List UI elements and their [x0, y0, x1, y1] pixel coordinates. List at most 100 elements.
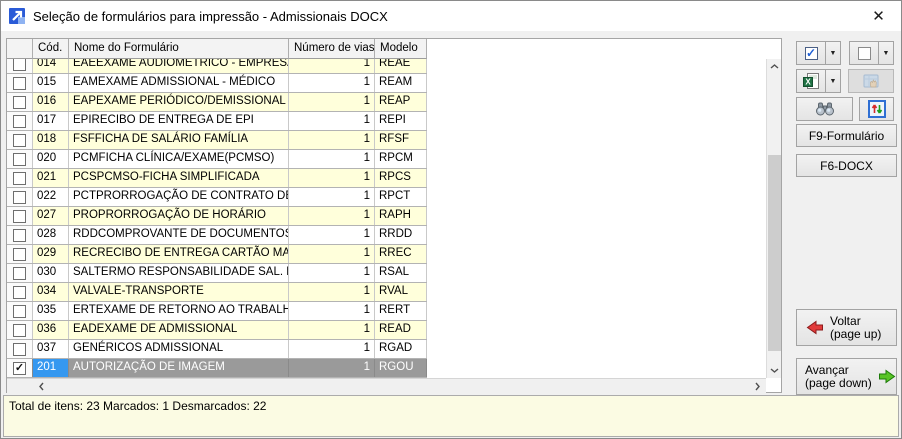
row-checkbox[interactable] [13, 323, 26, 337]
table-row[interactable]: 029 RECRECIBO DE ENTREGA CARTÃO MAGN 1 R… [7, 245, 427, 264]
cell-cod: 028 [33, 226, 69, 244]
row-checkbox[interactable] [13, 133, 26, 147]
row-checkbox-cell[interactable] [7, 340, 33, 358]
cell-modelo: RPCS [375, 169, 427, 187]
row-checkbox[interactable] [13, 95, 26, 109]
scroll-down-button[interactable] [767, 363, 782, 378]
search-button[interactable] [796, 97, 853, 121]
scroll-up-button[interactable] [767, 59, 782, 74]
table-row[interactable]: 022 PCTPRORROGAÇÃO DE CONTRATO DE TR 1 R… [7, 188, 427, 207]
row-checkbox[interactable] [13, 59, 26, 71]
row-checkbox-cell[interactable] [7, 59, 33, 73]
table-row[interactable]: 015 EAMEXAME ADMISSIONAL - MÉDICO 1 REAM [7, 74, 427, 93]
f9-formulario-button[interactable]: F9-Formulário [796, 124, 897, 147]
cell-vias: 1 [289, 188, 375, 206]
row-checkbox-cell[interactable] [7, 150, 33, 168]
header-nome[interactable]: Nome do Formulário [69, 39, 289, 59]
row-checkbox[interactable] [13, 209, 26, 223]
table-row[interactable]: 021 PCSPCMSO-FICHA SIMPLIFICADA 1 RPCS [7, 169, 427, 188]
f6-docx-button[interactable]: F6-DOCX [796, 154, 897, 177]
cell-modelo: REAE [375, 59, 427, 73]
cell-modelo: RGOU [375, 359, 427, 377]
check-all-dropdown-button[interactable]: ▼ [825, 41, 841, 65]
row-checkbox[interactable] [13, 247, 26, 261]
row-checkbox-cell[interactable] [7, 302, 33, 320]
sort-order-button[interactable] [859, 97, 894, 121]
table-row[interactable]: 034 VALVALE-TRANSPORTE 1 RVAL [7, 283, 427, 302]
row-checkbox[interactable] [13, 76, 26, 90]
cell-nome: EAMEXAME ADMISSIONAL - MÉDICO [69, 74, 289, 92]
cell-cod: 016 [33, 93, 69, 111]
row-checkbox-cell[interactable]: ✓ [7, 359, 33, 377]
row-checkbox[interactable] [13, 266, 26, 280]
cell-nome: ERTEXAME DE RETORNO AO TRABALHO [69, 302, 289, 320]
table-row[interactable]: 027 PROPRORROGAÇÃO DE HORÁRIO 1 RAPH [7, 207, 427, 226]
horizontal-scrollbar[interactable] [7, 378, 766, 393]
row-checkbox-cell[interactable] [7, 264, 33, 282]
table-row[interactable]: 030 SALTERMO RESPONSABILIDADE SAL. F 1 R… [7, 264, 427, 283]
f9-formulario-label: F9-Formulário [808, 128, 885, 143]
table-row[interactable]: 014 EAEEXAME AUDIOMÉTRICO - EMPRESA 1 RE… [7, 59, 427, 74]
header-checkbox-column[interactable] [7, 39, 33, 59]
cell-vias: 1 [289, 340, 375, 358]
row-checkbox[interactable] [13, 228, 26, 242]
cell-modelo: REPI [375, 112, 427, 130]
cell-cod: 014 [33, 59, 69, 73]
row-checkbox-cell[interactable] [7, 283, 33, 301]
row-checkbox-cell[interactable] [7, 93, 33, 111]
row-checkbox-cell[interactable] [7, 207, 33, 225]
row-checkbox[interactable] [13, 304, 26, 318]
row-checkbox-cell[interactable] [7, 245, 33, 263]
header-vias[interactable]: Número de vias [289, 39, 375, 59]
voltar-page-up-button[interactable]: Voltar (page up) [796, 309, 897, 346]
table-row[interactable]: 016 EAPEXAME PERIÓDICO/DEMISSIONAL 1 REA… [7, 93, 427, 112]
export-excel-dropdown-button[interactable]: ▼ [825, 69, 841, 93]
table-row[interactable]: 020 PCMFICHA CLÍNICA/EXAME(PCMSO) 1 RPCM [7, 150, 427, 169]
row-checkbox-cell[interactable] [7, 74, 33, 92]
row-checkbox-cell[interactable] [7, 321, 33, 339]
header-cod[interactable]: Cód. [33, 39, 69, 59]
cell-modelo: RVAL [375, 283, 427, 301]
table-row[interactable]: ✓ 201 AUTORIZAÇÃO DE IMAGEM 1 RGOU [7, 359, 427, 378]
row-checkbox[interactable] [13, 152, 26, 166]
export-excel-button[interactable]: X [796, 69, 826, 93]
row-checkbox[interactable] [13, 190, 26, 204]
row-checkbox-cell[interactable] [7, 188, 33, 206]
header-modelo[interactable]: Modelo [375, 39, 427, 59]
table-row[interactable]: 036 EADEXAME DE ADMISSIONAL 1 READ [7, 321, 427, 340]
avancar-page-down-button[interactable]: Avançar (page down) [796, 358, 897, 395]
row-checkbox[interactable] [13, 114, 26, 128]
scroll-left-button[interactable] [33, 379, 49, 394]
table-row[interactable]: 028 RDDCOMPROVANTE DE DOCUMENTOS 1 RRDD [7, 226, 427, 245]
row-checkbox-cell[interactable] [7, 169, 33, 187]
check-all-button[interactable]: ✓ [796, 41, 826, 65]
cell-modelo: READ [375, 321, 427, 339]
cell-modelo: RRDD [375, 226, 427, 244]
empty-checkbox-icon [857, 46, 871, 60]
vertical-scrollbar[interactable] [766, 59, 781, 378]
cell-nome: SALTERMO RESPONSABILIDADE SAL. F [69, 264, 289, 282]
window-title: Seleção de formulários para impressão - … [33, 9, 388, 24]
close-button[interactable]: ✕ [856, 1, 901, 31]
red-arrow-left-icon [806, 320, 823, 335]
row-checkbox[interactable] [13, 171, 26, 185]
row-checkbox[interactable] [13, 285, 26, 299]
table-row[interactable]: 037 GENÉRICOS ADMISSIONAL 1 RGAD [7, 340, 427, 359]
table-row[interactable]: 035 ERTEXAME DE RETORNO AO TRABALHO 1 RE… [7, 302, 427, 321]
vertical-scroll-thumb[interactable] [768, 155, 781, 351]
row-checkbox[interactable] [13, 342, 26, 356]
cell-cod: 018 [33, 131, 69, 149]
cell-vias: 1 [289, 321, 375, 339]
uncheck-all-dropdown-button[interactable]: ▼ [878, 41, 894, 65]
table-row[interactable]: 017 EPIRECIBO DE ENTREGA DE EPI 1 REPI [7, 112, 427, 131]
row-checkbox-cell[interactable] [7, 131, 33, 149]
row-checkbox-cell[interactable] [7, 226, 33, 244]
cell-cod: 034 [33, 283, 69, 301]
row-checkbox[interactable]: ✓ [13, 361, 26, 375]
scroll-right-button[interactable] [749, 379, 765, 394]
row-checkbox-cell[interactable] [7, 112, 33, 130]
table-row[interactable]: 018 FSFFICHA DE SALÁRIO FAMÍLIA 1 RFSF [7, 131, 427, 150]
uncheck-all-button[interactable] [849, 41, 879, 65]
cell-vias: 1 [289, 150, 375, 168]
